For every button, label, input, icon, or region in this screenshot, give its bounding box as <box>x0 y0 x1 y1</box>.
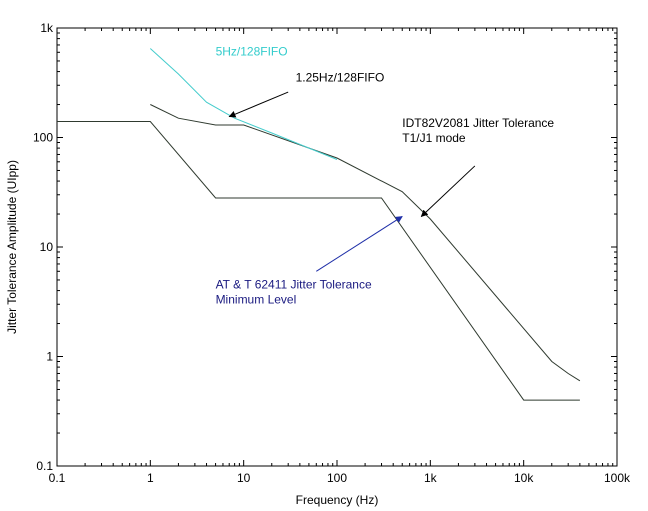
x-tick-label: 0.1 <box>49 471 66 485</box>
annotation-line: Minimum Level <box>216 292 297 306</box>
annotation-text: 1.25Hz/128FIFO <box>296 70 385 84</box>
annotation-line: IDT82V2081 Jitter Tolerance <box>402 116 554 130</box>
series-layer <box>57 48 581 401</box>
annotation-text: IDT82V2081 Jitter Tolerance T1/J1 mode <box>402 116 554 145</box>
y-tick-label: 10 <box>40 240 54 254</box>
annotation-text: AT & T 62411 Jitter Tolerance Minimum Lev… <box>216 277 372 306</box>
y-tick-label: 0.1 <box>36 459 53 473</box>
x-tick-label: 100k <box>604 471 631 485</box>
y-tick-label: 1 <box>46 350 53 364</box>
y-tick-label: 100 <box>33 131 53 145</box>
x-axis: 0.1 1 10 100 1k 10k 100k <box>49 28 631 485</box>
x-axis-title: Frequency (Hz) <box>296 493 379 507</box>
y-axis: 0.1 1 10 100 1k <box>33 21 617 473</box>
y-axis-title: Jitter Tolerance Amplitude (UIpp) <box>5 160 19 334</box>
annotation-layer: 5Hz/128FIFO 1.25Hz/128FIFO IDT82V2081 Jitt… <box>216 45 555 307</box>
annotation-line: T1/J1 mode <box>402 131 466 145</box>
annotation-arrow <box>420 165 476 217</box>
x-tick-label: 1k <box>424 471 438 485</box>
y-tick-label: 1k <box>40 21 54 35</box>
x-tick-label: 10 <box>237 471 251 485</box>
annotation-line: 1.25Hz/128FIFO <box>296 70 385 84</box>
annotation-line: 5Hz/128FIFO <box>216 45 288 59</box>
x-tick-label: 100 <box>327 471 347 485</box>
annotation-arrow <box>316 216 403 272</box>
series-idt-1p25hz <box>150 104 581 382</box>
series-idt-5hz <box>149 48 338 160</box>
annotation-text: 5Hz/128FIFO <box>216 45 288 59</box>
annotation-line: AT & T 62411 Jitter Tolerance <box>216 277 372 291</box>
series-att-62411-min <box>57 121 580 401</box>
annotation-arrow <box>228 91 289 118</box>
x-tick-label: 10k <box>514 471 534 485</box>
x-tick-label: 1 <box>147 471 154 485</box>
